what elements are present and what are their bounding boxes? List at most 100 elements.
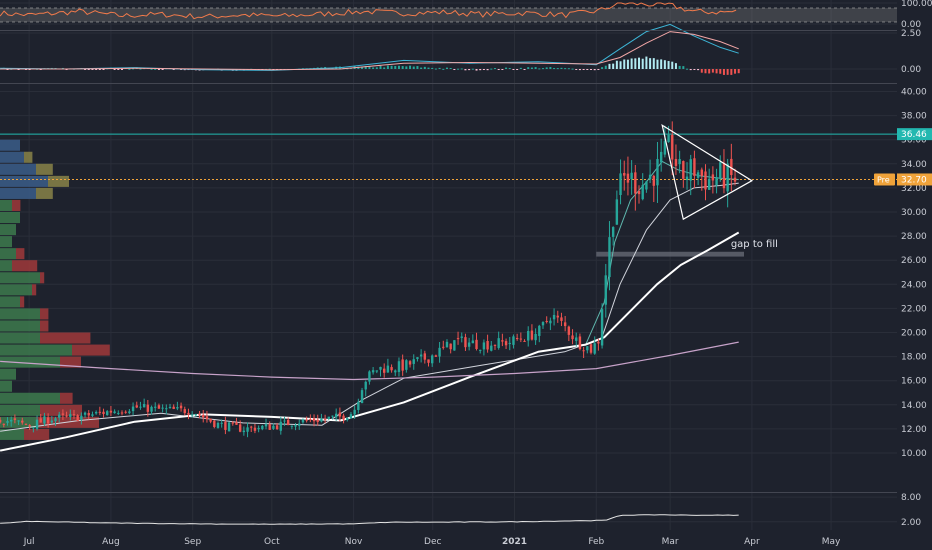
candle-body [179,405,183,409]
candle-body [50,420,54,423]
macd-histogram-bar [541,68,544,70]
candle-body [87,412,90,416]
candle-body [512,336,515,345]
macd-histogram-bar [405,66,408,69]
rsi-pane[interactable] [0,2,897,23]
macd-histogram-bar [65,69,68,71]
volume-profile-down-bar [48,175,69,187]
candle-body [2,423,6,425]
candle-body [268,424,271,430]
candle-body [360,390,364,404]
volume-average-pane[interactable] [0,514,739,525]
candle-body [604,275,607,305]
volume-profile-up-bar [0,199,12,211]
volume-profile-down-bar [40,272,45,284]
volume-profile-down-bar [60,356,81,368]
candle-body [109,410,113,413]
macd-histogram-bar [98,69,101,70]
gap-to-fill-annotation: gap to fill [731,239,778,250]
macd-histogram-bar [689,69,692,71]
price-axis-label: 30.00 [901,208,927,218]
candle-body [286,419,290,426]
candle-body [61,413,65,415]
symmetrical-triangle-drawing[interactable] [661,123,754,221]
candle-body [508,342,511,344]
candle-body [69,414,72,417]
macd-histogram-bar [575,69,578,70]
candle-body [423,353,427,360]
candle-body [667,134,670,143]
macd-histogram-bar [505,67,508,69]
price-pane[interactable]: gap to fill [0,121,897,452]
macd-histogram-bar [674,63,677,69]
candle-body [623,173,626,176]
candle-body [394,370,397,373]
current-price-label: 32.70 [901,175,927,185]
moving-average-mid [0,182,739,432]
macd-histogram-bar [682,66,685,69]
macd-histogram-bar [586,69,589,70]
candle-body [527,331,530,341]
candle-body [327,416,330,419]
macd-histogram-bar [678,65,681,69]
candle-body [586,346,589,351]
candle-body [65,415,68,417]
macd-histogram-bar [508,68,511,70]
volume-profile-up-bar [0,224,16,236]
price-axis-label: 32.00 [901,184,927,194]
macd-histogram-bar [464,69,467,71]
macd-histogram-bar [619,61,622,69]
macd-histogram-bar [91,69,94,70]
price-scale[interactable]: 40.00 38.00 36.00 34.00 32.00 30.00 28.00 26.00… [874,0,932,530]
candle-body [475,339,478,349]
macd-histogram-bar [567,68,570,70]
macd-histogram-bar [427,67,430,69]
candle-body [704,171,707,190]
time-scale[interactable]: Jul Aug Sep Oct Nov Dec 2021 Feb Mar Apr May [0,530,932,550]
candle-body [28,425,31,427]
candle-body [309,419,312,421]
candle-body [253,427,257,431]
candle-body [630,172,633,180]
macd-histogram-bar [626,59,629,69]
candle-body [401,359,404,371]
volume-profile-down-bar [12,260,38,272]
candle-body [338,412,342,417]
candle-body [600,309,604,346]
macd-histogram-bar [711,69,714,73]
macd-histogram-bar [375,67,378,69]
macd-histogram-bar [719,69,722,74]
candle-body [161,407,164,409]
macd-histogram-bar [113,69,116,70]
macd-histogram-bar [423,66,426,69]
macd-histogram-bar [734,69,737,74]
candle-body [13,418,17,420]
macd-histogram-bar [553,68,556,70]
macd-histogram-bar [368,66,371,69]
macd-histogram-bar [715,69,718,74]
price-axis-label: 18.00 [901,353,927,363]
candle-body [272,425,275,429]
candle-body [205,416,209,420]
macd-histogram-bar [449,67,452,69]
macd-histogram-bar [460,68,463,70]
candle-body [224,421,227,430]
macd-histogram-bar [394,66,397,69]
macd-histogram-bar [660,59,663,69]
candle-body [563,322,567,327]
candle-body [261,425,264,430]
candle-body [216,422,220,428]
candle-body [637,190,641,195]
moving-average-long [0,341,739,381]
macd-histogram-bar [560,67,563,69]
candle-body [135,405,138,408]
macd-histogram-bar [534,67,537,69]
macd-histogram-bar [409,65,412,69]
candle-body [294,424,297,427]
candle-body [593,343,596,354]
candle-body [6,421,9,423]
candle-body [312,418,316,422]
grid [0,0,897,530]
macd-histogram-bar [556,68,559,70]
